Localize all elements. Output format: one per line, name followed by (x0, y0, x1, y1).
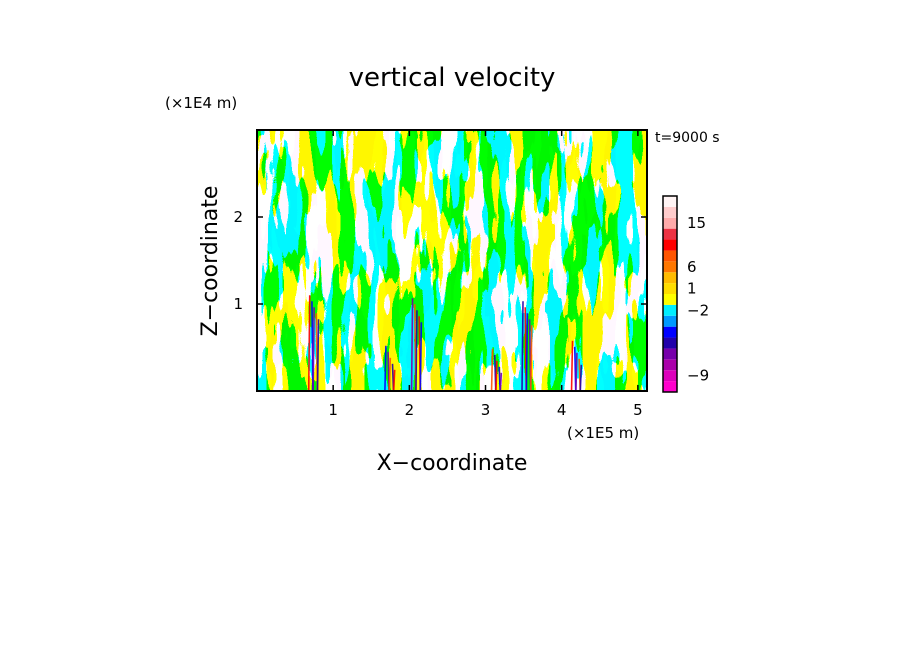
colorbar-bin (663, 348, 677, 360)
colorbar-bin (663, 294, 677, 305)
x-tick-label: 2 (405, 401, 415, 419)
updraft-core-streak (570, 340, 574, 391)
colorbar-bin (663, 337, 677, 349)
chart-title: vertical velocity (349, 63, 556, 93)
updraft-core-streak (388, 357, 392, 391)
x-axis-label: X−coordinate (377, 451, 528, 476)
y-axis-ticks: 12 (233, 208, 647, 313)
updraft-core-streak (530, 325, 533, 391)
colorbar-bin (663, 381, 677, 392)
updraft-core-streak (521, 301, 524, 391)
colorbar-tick-label: −9 (687, 367, 709, 385)
updraft-core-streak (384, 345, 387, 391)
colorbar-bin (663, 206, 677, 218)
x-tick-label: 4 (557, 401, 567, 419)
colorbar-tick-label: 6 (687, 258, 697, 276)
updraft-core-streak (490, 348, 494, 391)
updraft-core-streak (419, 322, 423, 391)
colorbar-bin (663, 261, 677, 273)
time-label: t=9000 s (655, 130, 720, 146)
updraft-core-streak (410, 298, 414, 391)
colorbar-tick-label: 1 (687, 280, 697, 298)
updraft-core-streak (575, 352, 578, 391)
y-tick-label: 2 (233, 208, 243, 226)
colorbar-bin (663, 228, 677, 240)
updraft-cores (307, 295, 583, 391)
colorbar-bin (663, 315, 677, 327)
x-axis-ticks: 1 2 3 4 5 (328, 130, 643, 419)
y-unit-label: (×1E4 m) (165, 94, 237, 112)
colorbar-bin (663, 304, 677, 316)
heatmap-pattern (257, 130, 647, 391)
x-unit-label: (×1E5 m) (567, 424, 639, 442)
plot-frame (256, 129, 648, 392)
x-tick-label: 1 (328, 401, 338, 419)
updraft-core-streak (415, 310, 418, 391)
x-tick-label: 3 (481, 401, 491, 419)
colorbar: −9 −2 1 6 15 (662, 195, 709, 393)
y-axis-label: Z−coordinate (198, 186, 223, 337)
updraft-core-streak (499, 372, 503, 391)
updraft-core-streak (392, 369, 396, 391)
colorbar-tick-label: 15 (687, 214, 706, 232)
updraft-core-streak (495, 360, 498, 391)
colorbar-bin (663, 370, 677, 382)
colorbar-bin (663, 239, 677, 251)
colorbar-bin (663, 196, 677, 207)
colorbar-tick-label: −2 (687, 301, 709, 319)
colorbar-bin (663, 250, 677, 262)
heatmap-field (257, 130, 647, 391)
colorbar-bin (663, 217, 677, 229)
colorbar-frame (662, 195, 678, 393)
colorbar-bin (663, 283, 677, 294)
colorbar-bin (663, 359, 677, 371)
updraft-core-streak (307, 295, 311, 391)
y-tick-label: 1 (233, 295, 243, 313)
colorbar-bin (663, 326, 677, 338)
updraft-core-streak (525, 313, 529, 391)
updraft-core-streak (312, 307, 315, 391)
colorbar-bin (663, 272, 677, 284)
updraft-core-streak (316, 319, 320, 391)
x-tick-label: 5 (633, 401, 643, 419)
updraft-core-streak (579, 364, 583, 391)
